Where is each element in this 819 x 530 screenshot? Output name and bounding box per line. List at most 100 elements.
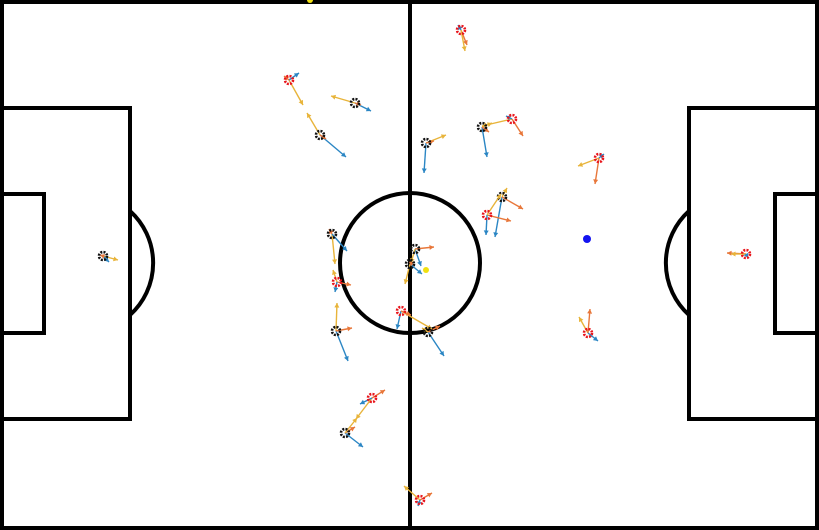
arrow-head — [727, 250, 732, 256]
player-marker — [740, 248, 752, 260]
arrow-head — [347, 326, 352, 332]
arrow-head — [593, 179, 599, 184]
player-marker — [409, 243, 421, 255]
player-marker — [366, 392, 378, 404]
arrow-head — [417, 260, 422, 266]
arrow-head — [493, 232, 499, 237]
arrow-head — [395, 324, 401, 329]
arrow-head — [439, 350, 444, 356]
player-red — [577, 152, 605, 185]
player-black — [420, 134, 447, 174]
arrow-head — [416, 269, 422, 274]
player-red — [331, 269, 352, 293]
left-penalty-box — [0, 106, 132, 421]
arrow-head — [486, 122, 492, 127]
arrow-head — [483, 230, 489, 235]
player-black — [493, 187, 524, 238]
player-red — [455, 24, 468, 52]
player-marker — [314, 129, 326, 141]
player-black — [330, 302, 353, 362]
right-goal-box — [773, 192, 819, 335]
player-marker — [97, 250, 109, 262]
player-marker — [422, 326, 434, 338]
player-black — [330, 94, 372, 112]
player-marker — [414, 494, 426, 506]
arrow-head — [429, 245, 434, 250]
arrow-head — [506, 217, 511, 223]
arrow-head — [592, 336, 598, 341]
player-red — [578, 308, 599, 342]
player-marker — [420, 137, 432, 149]
player-marker — [506, 113, 518, 125]
center-circle — [338, 191, 482, 335]
arrow-head — [357, 442, 363, 447]
left-penalty-arc — [128, 209, 156, 317]
ball-marker — [583, 235, 591, 243]
arrow-head — [483, 152, 489, 157]
arrow-head — [502, 188, 507, 194]
player-red — [403, 485, 433, 507]
player-marker — [395, 305, 407, 317]
ball-marker-top — [307, 0, 313, 3]
player-red — [355, 389, 386, 420]
arrow-head — [578, 162, 584, 167]
arrow-head — [293, 73, 299, 78]
arrow-head — [332, 270, 337, 276]
direction-arrow — [335, 302, 338, 332]
arrow-head — [440, 134, 446, 139]
player-marker — [339, 427, 351, 439]
arrow-head — [331, 94, 337, 100]
player-marker — [331, 276, 343, 288]
arrow-head — [340, 152, 346, 157]
arrow-head — [333, 287, 339, 292]
arrow-head — [496, 194, 501, 200]
arrow-head — [342, 245, 347, 251]
direction-arrow — [481, 126, 488, 158]
direction-arrow — [494, 196, 503, 238]
arrow-head — [587, 309, 593, 314]
player-black — [97, 250, 119, 263]
arrow-head — [307, 113, 312, 119]
player-marker — [349, 97, 361, 109]
player-marker — [326, 228, 338, 240]
player-marker — [476, 121, 488, 133]
player-marker — [496, 191, 508, 203]
arrow-head — [463, 39, 468, 45]
player-marker — [593, 152, 605, 164]
direction-arrow — [400, 310, 433, 330]
right-penalty-arc — [663, 209, 691, 317]
player-marker — [404, 258, 416, 270]
player-marker — [330, 325, 342, 337]
player-marker — [455, 24, 467, 36]
arrow-head — [349, 427, 355, 432]
arrow-head — [579, 317, 584, 323]
arrow-head — [421, 168, 427, 173]
player-black — [326, 228, 348, 265]
player-marker — [582, 327, 594, 339]
arrow-head — [365, 106, 371, 112]
arrow-head — [113, 256, 118, 262]
arrow-head — [332, 259, 338, 264]
arrow-head — [405, 311, 411, 316]
player-red — [481, 113, 524, 137]
arrow-head — [360, 399, 366, 405]
arrow-head — [434, 325, 440, 331]
arrow-head — [346, 281, 351, 287]
arrow-head — [352, 418, 357, 424]
arrow-head — [731, 251, 736, 257]
player-black — [306, 112, 347, 158]
arrow-head — [344, 355, 349, 361]
arrow-head — [379, 390, 385, 395]
left-goal-box — [0, 192, 46, 335]
arrow-head — [518, 130, 523, 136]
player-black — [421, 325, 445, 357]
player-marker — [283, 74, 295, 86]
player-red — [395, 305, 433, 330]
players-layer — [97, 24, 752, 507]
arrow-head — [298, 99, 303, 105]
right-penalty-box — [687, 106, 819, 421]
arrow-head — [461, 46, 467, 51]
player-black — [339, 417, 364, 448]
